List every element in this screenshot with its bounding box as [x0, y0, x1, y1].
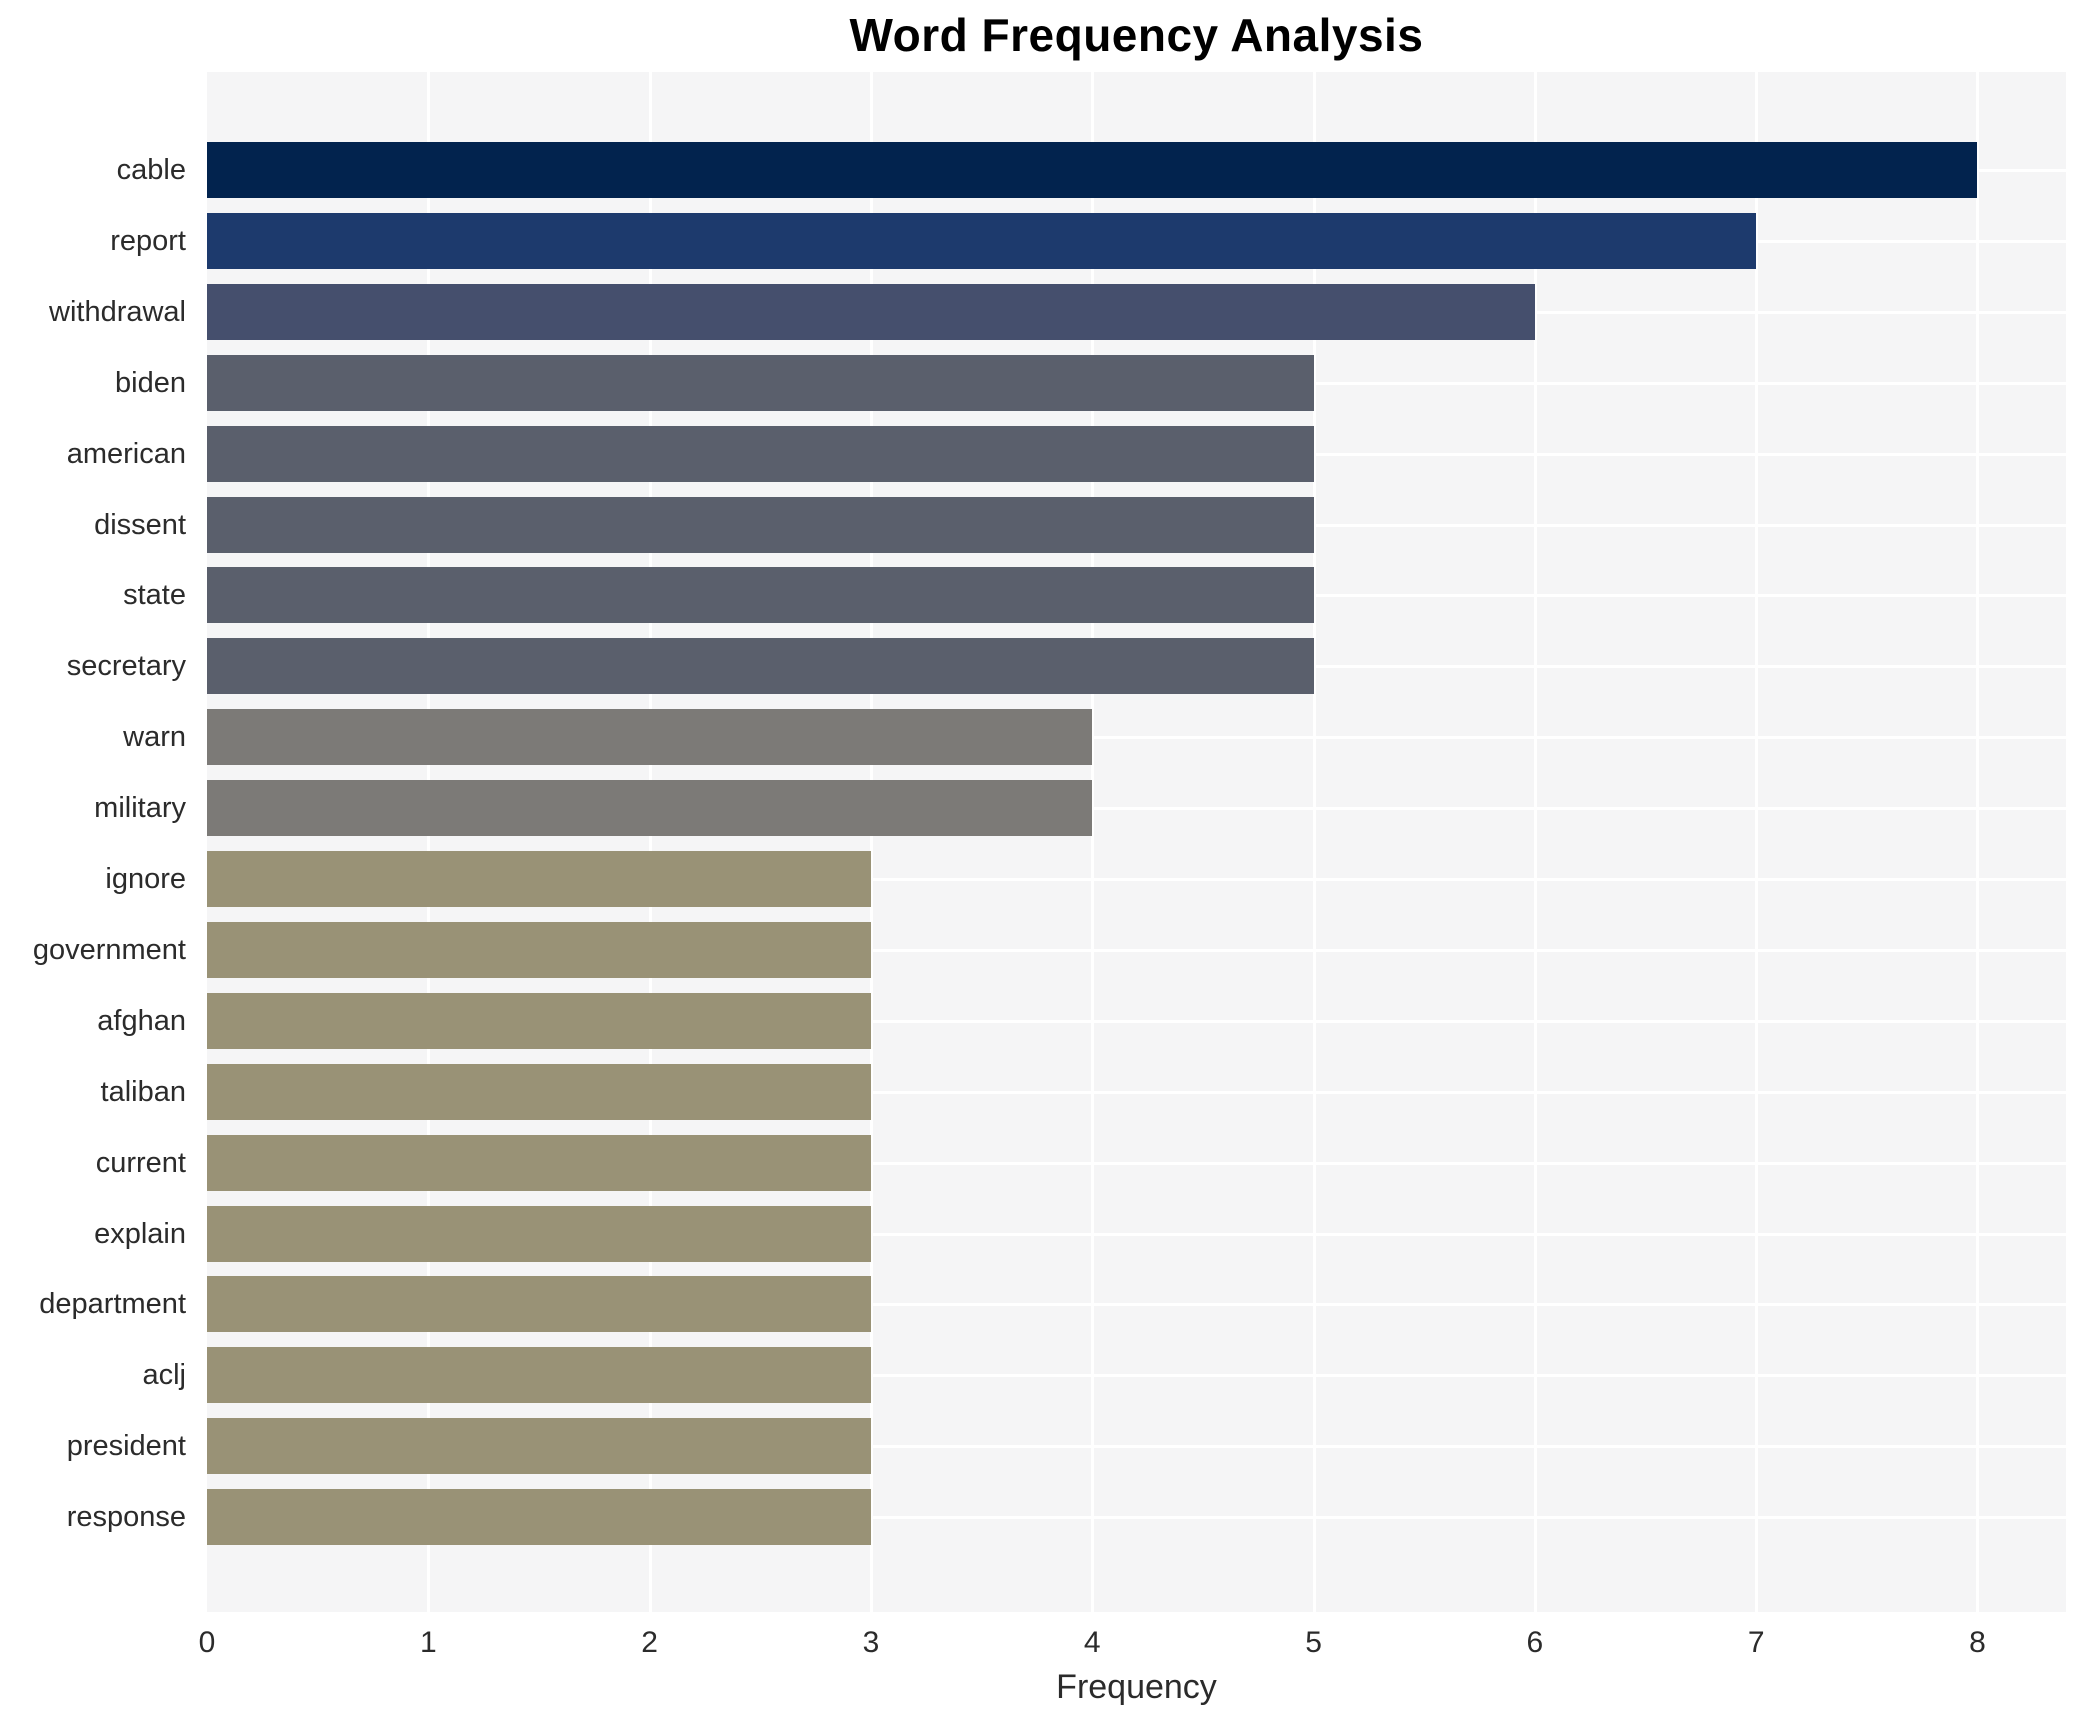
gridline-y: [207, 807, 2066, 811]
gridline-x-7: [1755, 72, 1759, 1612]
y-tick-label-government: government: [32, 933, 186, 966]
y-tick-label-military: military: [94, 792, 186, 825]
x-tick-label-8: 8: [1969, 1626, 1986, 1659]
y-tick-label-withdrawal: withdrawal: [49, 295, 186, 328]
bar-biden: [207, 354, 1314, 411]
y-tick-label-response: response: [66, 1501, 186, 1534]
x-tick-label-3: 3: [862, 1626, 880, 1659]
y-tick-label-american: american: [66, 437, 186, 470]
bar-report: [207, 212, 1757, 269]
y-tick-label-current: current: [95, 1146, 186, 1179]
gridline-x-1: [427, 72, 431, 1612]
gridline-y: [207, 878, 2066, 881]
bar-american: [207, 425, 1314, 482]
gridline-y: [207, 1161, 2066, 1165]
y-tick-label-taliban: taliban: [100, 1075, 186, 1108]
bar-government: [207, 921, 871, 978]
gridline-x-4: [1091, 72, 1095, 1612]
x-axis-title: Frequency: [1056, 1668, 1217, 1706]
y-tick-label-secretary: secretary: [66, 650, 186, 683]
y-tick-label-state: state: [123, 579, 186, 612]
y-tick-label-report: report: [110, 224, 186, 257]
gridline-x-6: [1533, 72, 1537, 1612]
x-tick-label-5: 5: [1305, 1626, 1322, 1659]
x-tick-label-0: 0: [198, 1626, 216, 1659]
gridline-y: [207, 1019, 2066, 1023]
gridline-x-5: [1312, 72, 1316, 1612]
y-tick-label-explain: explain: [94, 1217, 186, 1250]
gridline-y: [207, 1516, 2066, 1520]
x-tick-label-2: 2: [641, 1626, 658, 1659]
bar-president: [207, 1418, 871, 1475]
bar-ignore: [207, 851, 871, 907]
bar-secretary: [207, 638, 1314, 695]
plot-area: [207, 72, 2066, 1612]
gridline-y: [207, 1374, 2066, 1378]
y-tick-label-aclj: aclj: [142, 1359, 186, 1392]
gridline-y: [207, 1303, 2066, 1307]
gridline-x-8: [1976, 72, 1980, 1612]
gridline-y: [207, 736, 2066, 740]
bar-afghan: [207, 992, 871, 1049]
gridline-x-2: [648, 72, 652, 1612]
y-tick-label-ignore: ignore: [105, 863, 186, 895]
y-tick-label-department: department: [39, 1288, 186, 1321]
y-tick-label-warn: warn: [123, 721, 186, 754]
bar-military: [207, 780, 1093, 837]
x-tick-label-6: 6: [1526, 1626, 1544, 1659]
x-tick-label-1: 1: [419, 1626, 437, 1659]
gridline-y: [207, 948, 2066, 952]
y-tick-label-biden: biden: [115, 366, 186, 399]
bar-response: [207, 1489, 871, 1546]
gridline-y: [207, 1232, 2066, 1236]
bar-current: [207, 1134, 871, 1191]
bar-dissent: [207, 496, 1314, 553]
y-tick-label-dissent: dissent: [94, 508, 186, 541]
bar-warn: [207, 709, 1093, 766]
bar-aclj: [207, 1347, 871, 1404]
x-tick-label-4: 4: [1083, 1626, 1101, 1659]
bar-taliban: [207, 1063, 871, 1120]
y-tick-label-cable: cable: [116, 154, 186, 186]
gridline-x-3: [869, 72, 873, 1612]
chart-title: Word Frequency Analysis: [849, 9, 1424, 61]
bar-department: [207, 1276, 871, 1333]
y-tick-label-president: president: [66, 1430, 186, 1463]
y-tick-label-afghan: afghan: [97, 1004, 186, 1037]
bar-state: [207, 567, 1314, 624]
bar-explain: [207, 1205, 871, 1262]
gridline-y: [207, 1445, 2066, 1449]
x-tick-label-7: 7: [1747, 1626, 1765, 1659]
bar-cable: [207, 142, 1978, 198]
bar-withdrawal: [207, 283, 1535, 340]
gridline-y: [207, 1090, 2066, 1094]
